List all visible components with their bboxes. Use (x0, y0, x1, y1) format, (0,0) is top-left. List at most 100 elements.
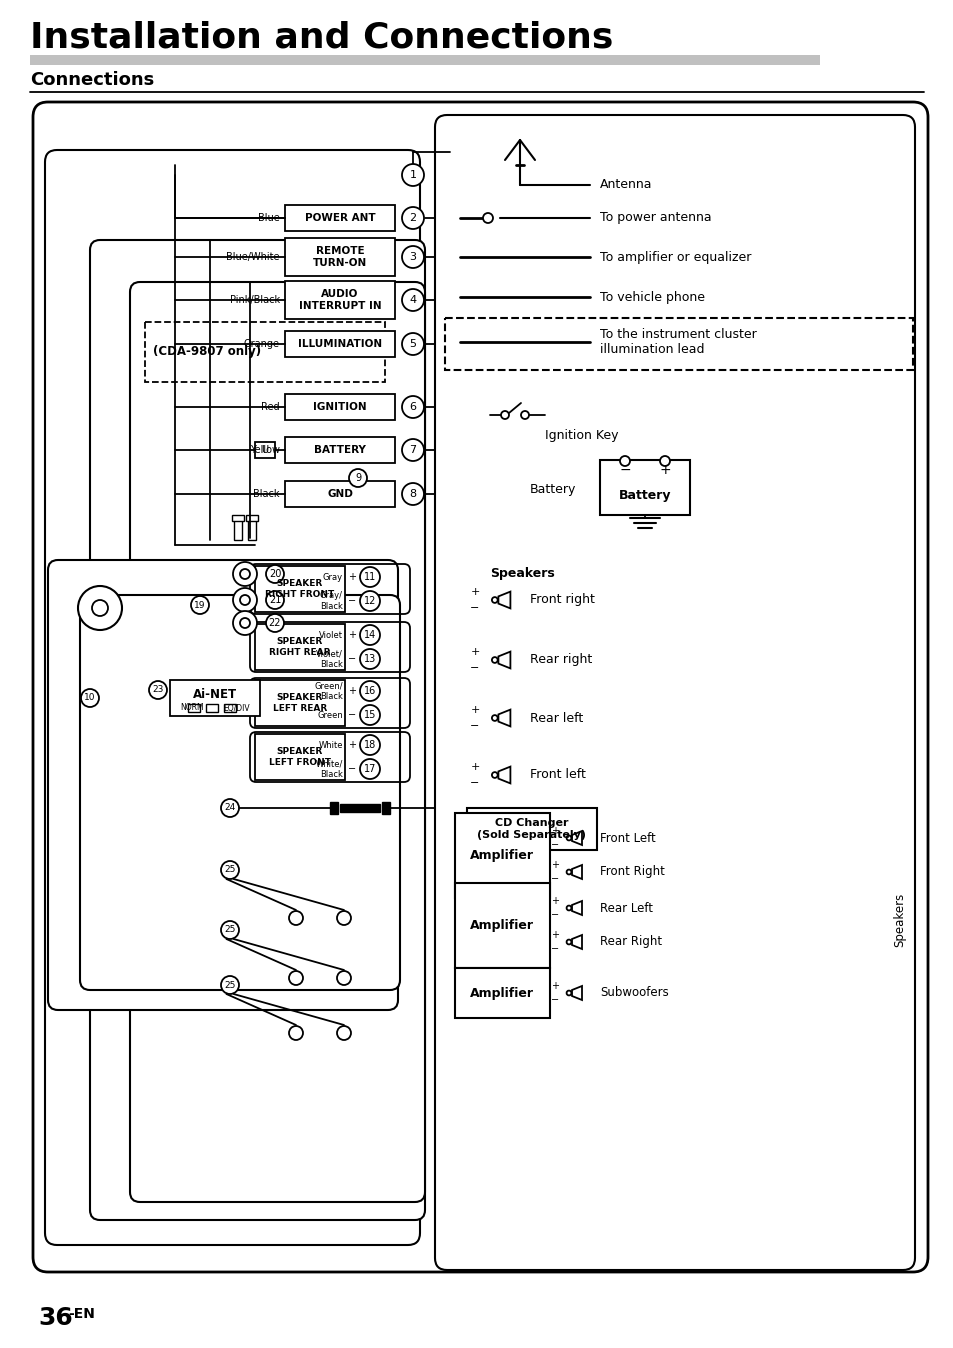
Circle shape (359, 625, 379, 644)
FancyBboxPatch shape (455, 883, 550, 968)
Text: −: − (470, 778, 479, 789)
Circle shape (233, 611, 256, 635)
Text: +: + (659, 462, 670, 477)
Text: Battery: Battery (530, 484, 576, 496)
Text: 25: 25 (224, 980, 235, 989)
Text: +: + (551, 896, 558, 906)
FancyBboxPatch shape (254, 566, 345, 612)
Text: +: + (470, 586, 479, 597)
Text: Rear left: Rear left (530, 712, 582, 724)
Text: Antenna: Antenna (599, 178, 652, 191)
Circle shape (492, 772, 497, 778)
Text: GND: GND (327, 489, 353, 499)
FancyBboxPatch shape (467, 807, 597, 851)
Circle shape (492, 656, 497, 663)
Text: +: + (348, 630, 355, 640)
Circle shape (520, 411, 529, 419)
Text: To amplifier or equalizer: To amplifier or equalizer (599, 251, 751, 263)
Text: 3: 3 (409, 252, 416, 262)
Circle shape (221, 976, 239, 993)
Text: White: White (318, 740, 343, 749)
Circle shape (659, 456, 669, 466)
Text: Speakers: Speakers (893, 892, 905, 948)
Text: Green/
Black: Green/ Black (314, 681, 343, 701)
Circle shape (266, 565, 284, 582)
FancyBboxPatch shape (33, 102, 927, 1273)
Circle shape (566, 836, 571, 840)
Text: 22: 22 (269, 617, 281, 628)
Text: 13: 13 (363, 654, 375, 665)
Text: SPEAKER
RIGHT FRONT: SPEAKER RIGHT FRONT (265, 580, 335, 599)
FancyBboxPatch shape (285, 239, 395, 276)
Text: CD Changer
(Sold Separately): CD Changer (Sold Separately) (477, 818, 586, 840)
FancyBboxPatch shape (330, 802, 337, 814)
Text: 11: 11 (363, 572, 375, 582)
Text: Rear Left: Rear Left (599, 902, 652, 914)
Circle shape (266, 590, 284, 609)
Text: Blue: Blue (258, 213, 280, 222)
Text: 21: 21 (269, 594, 281, 605)
Text: 12: 12 (363, 596, 375, 607)
Text: 16: 16 (363, 686, 375, 696)
Text: Subwoofers: Subwoofers (599, 987, 668, 999)
Text: Ai-NET: Ai-NET (193, 687, 236, 701)
FancyBboxPatch shape (285, 481, 395, 507)
Text: Black: Black (253, 489, 280, 499)
Text: SPEAKER
LEFT FRONT: SPEAKER LEFT FRONT (269, 747, 331, 767)
Text: Front left: Front left (530, 768, 585, 782)
Text: −: − (348, 710, 355, 720)
Circle shape (191, 596, 209, 613)
Text: Gray/
Black: Gray/ Black (319, 592, 343, 611)
Text: 4: 4 (409, 295, 416, 305)
Circle shape (349, 469, 367, 487)
FancyBboxPatch shape (248, 520, 255, 541)
Text: Speakers: Speakers (490, 566, 554, 580)
Text: Front Left: Front Left (599, 832, 655, 844)
Text: 5: 5 (409, 338, 416, 349)
FancyBboxPatch shape (444, 318, 912, 369)
FancyBboxPatch shape (48, 559, 397, 1010)
Text: Amplifier: Amplifier (470, 987, 534, 999)
Circle shape (566, 906, 571, 910)
Circle shape (566, 940, 571, 945)
Text: 20: 20 (269, 569, 281, 580)
Text: 36: 36 (38, 1306, 72, 1330)
Text: 1: 1 (409, 170, 416, 181)
Text: 17: 17 (363, 764, 375, 774)
Text: −: − (551, 944, 558, 954)
FancyBboxPatch shape (90, 240, 424, 1220)
Polygon shape (497, 651, 510, 669)
Text: 25: 25 (224, 865, 235, 875)
Circle shape (619, 456, 629, 466)
Text: Amplifier: Amplifier (470, 848, 534, 861)
Circle shape (240, 594, 250, 605)
Text: Violet/
Black: Violet/ Black (315, 650, 343, 669)
Text: To the instrument cluster
illumination lead: To the instrument cluster illumination l… (599, 328, 756, 356)
Text: Battery: Battery (618, 488, 671, 501)
Text: −: − (348, 654, 355, 665)
FancyBboxPatch shape (285, 280, 395, 319)
FancyBboxPatch shape (381, 802, 390, 814)
Text: ILLUMINATION: ILLUMINATION (297, 338, 381, 349)
Text: 19: 19 (194, 600, 206, 609)
Text: 7: 7 (409, 445, 416, 456)
Text: (CDA-9807 only): (CDA-9807 only) (152, 345, 261, 359)
Text: +: + (348, 686, 355, 696)
Circle shape (240, 617, 250, 628)
Circle shape (359, 648, 379, 669)
Polygon shape (572, 900, 581, 915)
FancyBboxPatch shape (435, 115, 914, 1270)
Polygon shape (497, 592, 510, 608)
Circle shape (482, 213, 493, 222)
Text: Amplifier: Amplifier (470, 918, 534, 931)
FancyBboxPatch shape (145, 322, 385, 381)
Text: Blue/White: Blue/White (226, 252, 280, 262)
Circle shape (336, 1026, 351, 1041)
Text: +: + (470, 647, 479, 656)
Circle shape (492, 716, 497, 721)
Text: +: + (470, 762, 479, 772)
FancyBboxPatch shape (224, 704, 235, 712)
Text: Green: Green (317, 710, 343, 720)
FancyBboxPatch shape (254, 442, 274, 458)
Circle shape (289, 911, 303, 925)
